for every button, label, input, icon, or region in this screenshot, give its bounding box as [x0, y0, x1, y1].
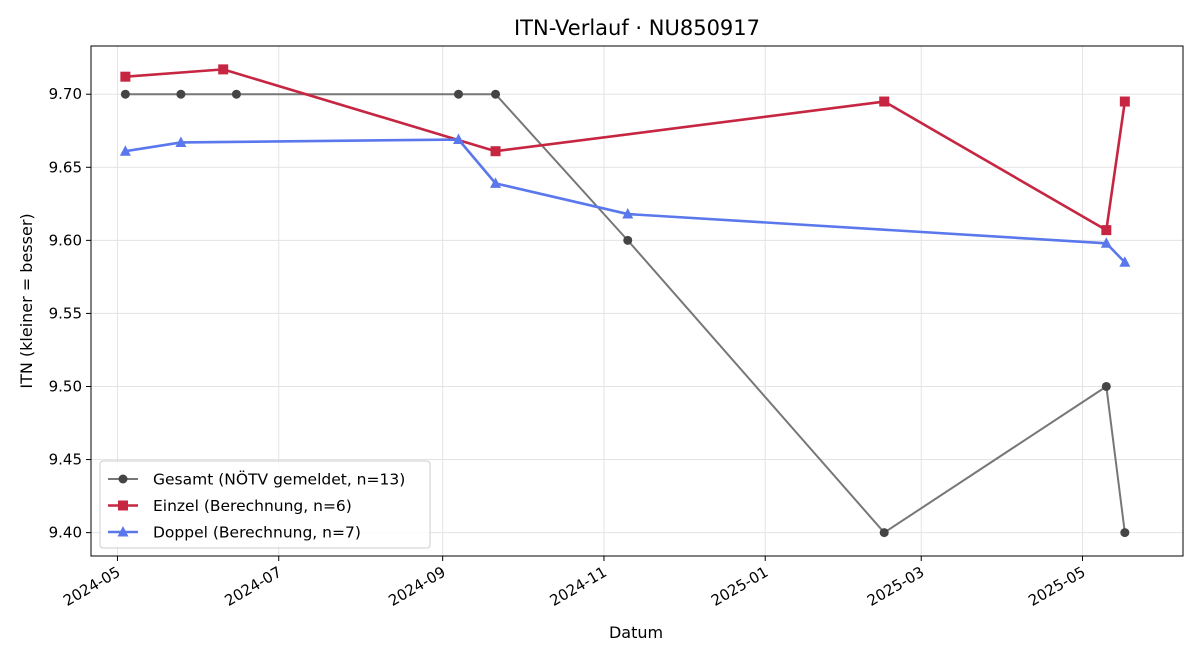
data-point — [1100, 237, 1112, 248]
data-point — [879, 96, 890, 107]
data-point — [490, 146, 501, 157]
x-tick-label: 2024-07 — [221, 563, 284, 610]
data-point — [490, 177, 502, 188]
y-tick-label: 9.55 — [49, 304, 82, 322]
legend-label: Einzel (Berechnung, n=6) — [153, 497, 352, 515]
data-point — [622, 208, 634, 219]
data-point — [879, 528, 889, 538]
data-point — [175, 136, 187, 147]
data-point — [1101, 225, 1112, 236]
series-3 — [119, 133, 1131, 267]
legend-entry: Gesamt (NÖTV gemeldet, n=13) — [108, 470, 405, 489]
data-point — [1119, 256, 1131, 267]
legend-box — [99, 460, 431, 549]
y-tick-label: 9.65 — [49, 158, 82, 176]
grid — [91, 46, 1183, 556]
data-point — [218, 64, 229, 75]
data-point — [491, 89, 501, 99]
legend-entry: Doppel (Berechnung, n=7) — [108, 524, 361, 542]
x-tick-label: 2024-09 — [385, 563, 448, 610]
x-axis-label: Datum — [609, 623, 663, 642]
series-layer — [119, 64, 1131, 538]
data-point — [623, 235, 633, 245]
data-point — [119, 145, 131, 156]
series-line — [125, 68, 1127, 232]
legend-entry: Einzel (Berechnung, n=6) — [108, 497, 352, 515]
legend-marker — [117, 526, 129, 537]
legend-marker — [118, 474, 128, 484]
legend-marker — [118, 500, 128, 511]
series-2 — [120, 64, 1130, 236]
y-tick-label: 9.50 — [49, 377, 82, 395]
data-point — [453, 133, 465, 145]
y-axis-label: ITN (kleiner = besser) — [17, 213, 36, 388]
y-tick-label: 9.40 — [49, 524, 82, 542]
y-tick-label: 9.45 — [49, 451, 82, 469]
data-point — [120, 89, 130, 99]
y-tick-label: 9.70 — [49, 85, 82, 103]
data-point — [454, 89, 464, 99]
y-tick-label: 9.60 — [49, 231, 82, 249]
plot-frame — [90, 45, 1184, 557]
legend: Gesamt (NÖTV gemeldet, n=13) Einzel (Bere… — [99, 460, 431, 549]
data-point — [231, 89, 241, 99]
data-point — [176, 89, 186, 99]
data-point — [120, 71, 131, 82]
legend-label: Doppel (Berechnung, n=7) — [153, 524, 361, 542]
x-tick-label: 2024-05 — [60, 563, 123, 610]
data-point — [1120, 528, 1130, 538]
series-1 — [120, 89, 1130, 538]
data-point — [1101, 381, 1111, 391]
x-tick-label: 2024-11 — [547, 563, 610, 610]
legend-label: Gesamt (NÖTV gemeldet, n=13) — [153, 470, 405, 489]
y-axis: 9.40 9.45 9.50 9.55 9.60 9.65 9.70 — [49, 85, 91, 542]
x-tick-label: 2025-01 — [708, 563, 771, 610]
data-point — [1119, 96, 1130, 107]
x-axis: 2024-05 2024-07 2024-09 2024-11 2025-01 2025-… — [60, 556, 1089, 610]
x-tick-label: 2025-03 — [864, 563, 927, 610]
chart-title: ITN-Verlauf · NU850917 — [514, 16, 760, 40]
x-tick-label: 2025-05 — [1025, 563, 1088, 610]
